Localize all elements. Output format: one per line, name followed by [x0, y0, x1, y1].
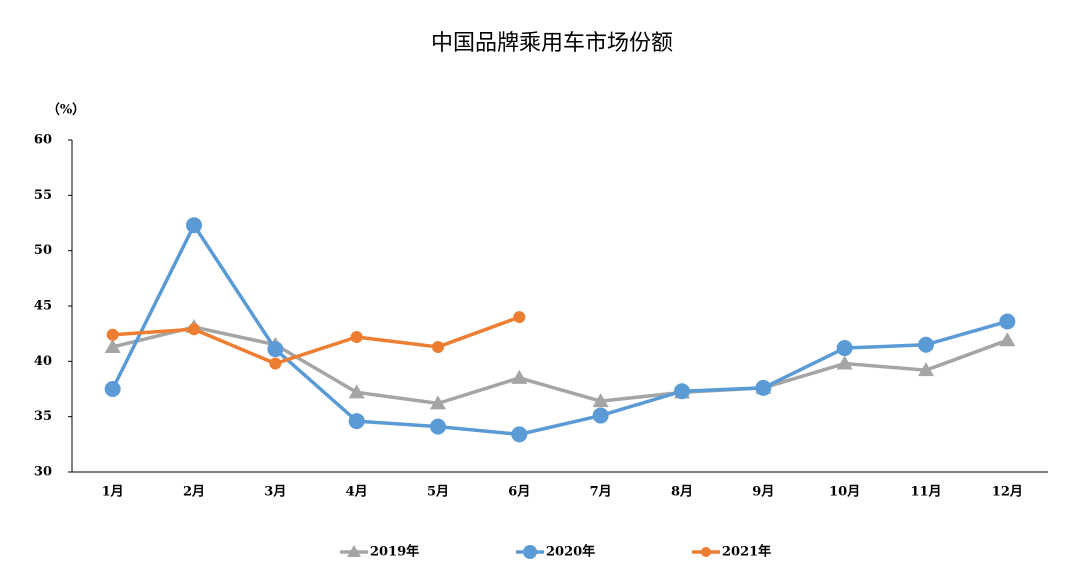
x-tick-label: 2月: [183, 485, 205, 500]
marker: [106, 328, 119, 341]
marker: [430, 418, 446, 435]
marker: [348, 413, 365, 430]
marker: [348, 384, 365, 399]
y-tick-label: 55: [34, 188, 52, 203]
x-tick-label: 7月: [590, 485, 612, 500]
x-tick-label: 5月: [427, 485, 449, 500]
marker: [186, 217, 202, 234]
x-tick-label: 4月: [346, 485, 368, 500]
legend-marker: [347, 545, 361, 557]
legend-label: 2020年: [546, 544, 595, 560]
chart-title: 中国品牌乘用车市场份额: [431, 31, 673, 56]
x-tick-label: 8月: [671, 485, 693, 500]
marker: [836, 355, 853, 370]
x-tick-label: 11月: [910, 485, 941, 500]
marker: [592, 393, 609, 408]
marker: [755, 379, 772, 396]
marker: [430, 395, 446, 410]
legend-label: 2021年: [722, 544, 771, 560]
y-tick-label: 30: [34, 465, 52, 480]
marker: [836, 340, 853, 357]
marker: [511, 369, 528, 384]
marker: [999, 313, 1016, 330]
marker: [350, 330, 363, 343]
y-tick-label: 45: [34, 299, 52, 314]
marker: [592, 407, 609, 424]
marker: [104, 338, 121, 353]
y-tick-label: 40: [34, 354, 52, 369]
y-tick-label: 60: [34, 133, 52, 148]
legend-marker: [701, 547, 711, 557]
marker: [999, 332, 1016, 347]
legend-label: 2019年: [370, 544, 419, 560]
x-tick-label: 9月: [752, 485, 774, 500]
y-tick-label: 50: [34, 243, 52, 258]
marker: [269, 357, 282, 370]
line: [112, 315, 520, 366]
marker: [511, 426, 528, 443]
marker: [432, 340, 444, 353]
line: [112, 325, 1008, 406]
y-axis-label: （%）: [47, 102, 85, 118]
x-tick-label: 6月: [508, 485, 530, 500]
marker: [188, 323, 200, 336]
y-tick-label: 35: [34, 409, 52, 424]
x-tick-label: 3月: [264, 485, 286, 500]
marker: [918, 336, 934, 353]
x-tick-label: 10月: [829, 485, 860, 500]
x-tick-label: 12月: [992, 485, 1023, 500]
x-tick-label: 1月: [102, 485, 124, 500]
line: [111, 223, 1008, 437]
marker: [104, 381, 121, 397]
marker: [513, 311, 526, 324]
marker: [918, 362, 934, 377]
marker: [267, 341, 284, 358]
legend-marker: [523, 545, 537, 559]
marker: [674, 383, 690, 400]
